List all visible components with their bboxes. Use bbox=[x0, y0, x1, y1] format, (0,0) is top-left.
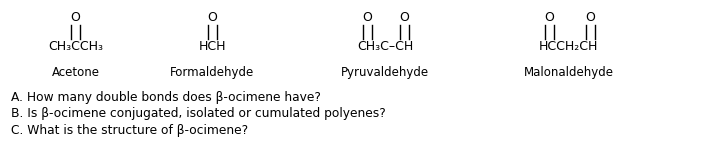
Text: HCCH₂CH: HCCH₂CH bbox=[539, 40, 598, 53]
Text: Formaldehyde: Formaldehyde bbox=[170, 66, 255, 79]
Text: A. How many double bonds does β-ocimene have?: A. How many double bonds does β-ocimene … bbox=[11, 91, 320, 104]
Text: Pyruvaldehyde: Pyruvaldehyde bbox=[341, 66, 429, 79]
Text: O: O bbox=[585, 11, 595, 24]
Text: O: O bbox=[207, 11, 217, 24]
Text: CH₃CCH₃: CH₃CCH₃ bbox=[48, 40, 103, 53]
Text: O: O bbox=[71, 11, 81, 24]
Text: O: O bbox=[400, 11, 410, 24]
Text: Malonaldehyde: Malonaldehyde bbox=[524, 66, 614, 79]
Text: HCH: HCH bbox=[199, 40, 226, 53]
Text: Acetone: Acetone bbox=[52, 66, 99, 79]
Text: CH₃C–CH: CH₃C–CH bbox=[357, 40, 413, 53]
Text: O: O bbox=[544, 11, 554, 24]
Text: C. What is the structure of β-ocimene?: C. What is the structure of β-ocimene? bbox=[11, 124, 248, 137]
Text: B. Is β-ocimene conjugated, isolated or cumulated polyenes?: B. Is β-ocimene conjugated, isolated or … bbox=[11, 107, 385, 120]
Text: O: O bbox=[362, 11, 372, 24]
